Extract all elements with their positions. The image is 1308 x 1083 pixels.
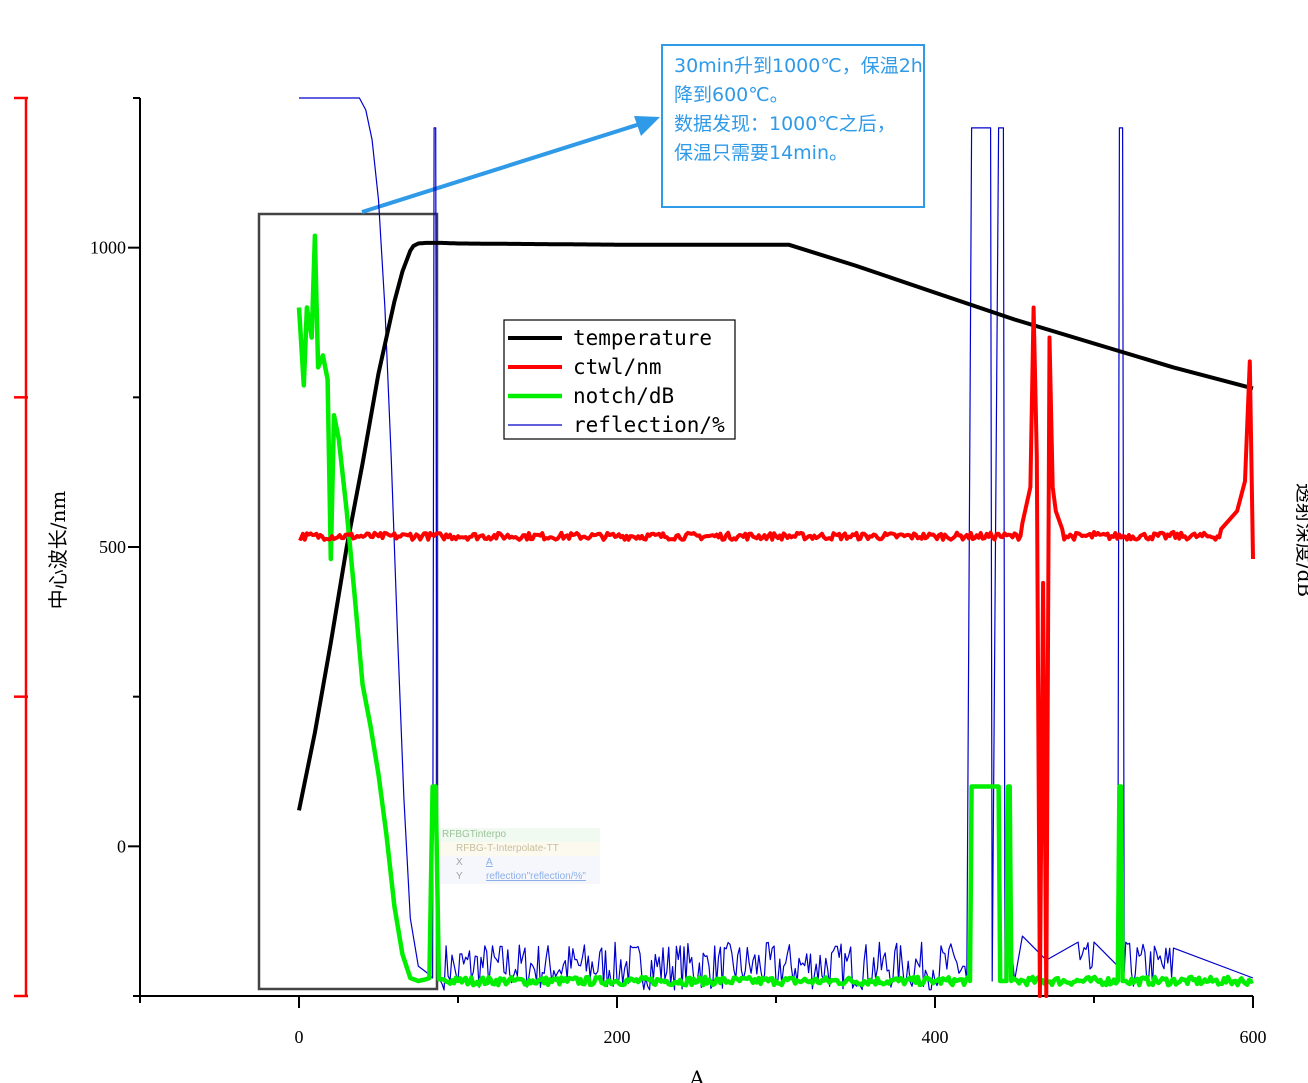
- y-axis-title-left: 中心波长/nm: [46, 491, 70, 610]
- series-line-temperature: [297, 240, 1254, 811]
- callout-arrow-line: [361, 122, 641, 214]
- x-axis-title: A: [689, 1066, 705, 1083]
- annotation-line-2: 降到600℃。: [674, 84, 789, 106]
- legend-label: notch/dB: [573, 384, 674, 408]
- x-tick-label: 600: [1240, 1027, 1267, 1047]
- x-tick-label: 400: [922, 1027, 949, 1047]
- tooltip-y-value[interactable]: reflection"reflection/%": [486, 871, 586, 882]
- tooltip-x-value[interactable]: A: [486, 857, 493, 868]
- y-tick-label: 1000: [90, 238, 126, 258]
- annotation-callout: 30min升到1000℃，保温2h 降到600℃。 数据发现：1000℃之后， …: [661, 44, 925, 208]
- tooltip-x-key: X: [456, 857, 463, 868]
- tooltip-y-key: Y: [456, 871, 463, 882]
- legend-label: ctwl/nm: [573, 355, 662, 379]
- zoom-region-box: [257, 212, 439, 991]
- annotation-line-4: 保温只需要14min。: [674, 142, 849, 164]
- x-tick-label: 0: [295, 1027, 304, 1047]
- legend-label: reflection/%: [573, 413, 725, 437]
- series-line-notchdb: [296, 233, 1254, 988]
- callout-arrow-head: [634, 116, 660, 136]
- annotation-line-1: 30min升到1000℃，保温2h: [674, 55, 923, 77]
- legend-label: temperature: [573, 326, 712, 350]
- tooltip-title: RFBGTinterpo: [440, 828, 600, 842]
- annotation-line-3: 数据发现：1000℃之后，: [674, 113, 896, 135]
- y-tick-label: 500: [99, 537, 126, 557]
- tooltip-sheet: RFBG-T-Interpolate-TT: [440, 842, 600, 856]
- x-tick-label: 200: [604, 1027, 631, 1047]
- series-line-ctwlnm: [298, 305, 1255, 998]
- y-axis-title-right: 透射深度/dB: [1293, 483, 1308, 597]
- y-tick-label: 0: [117, 836, 126, 856]
